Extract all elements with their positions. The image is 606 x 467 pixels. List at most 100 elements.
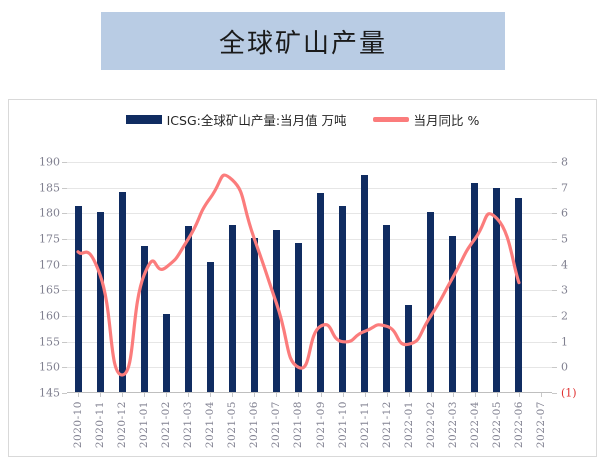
y-axis-right-tick: 6 <box>561 206 568 220</box>
x-axis-tickmark <box>298 393 300 397</box>
y-axis-right-tick: 5 <box>561 232 568 246</box>
x-axis-tickmark <box>100 393 102 397</box>
x-axis-tickmark <box>364 393 366 397</box>
x-axis-label: 2022-04 <box>468 401 481 449</box>
y-axis-left-tick: 185 <box>39 181 60 195</box>
gridline <box>67 213 552 215</box>
y-axis-left-tick: 155 <box>39 335 60 349</box>
y-axis-left-tick: 145 <box>39 386 60 400</box>
y-axis-left-tick: 180 <box>39 206 60 220</box>
x-axis-tickmark <box>540 393 542 397</box>
bar <box>272 229 280 393</box>
y-axis-right-tick: 3 <box>561 283 568 297</box>
x-axis-label: 2021-06 <box>248 401 261 449</box>
y-axis-left-tick: 190 <box>39 155 60 169</box>
x-axis-tickmark <box>188 393 190 397</box>
x-axis-label: 2021-12 <box>380 401 393 449</box>
x-axis-tickmark <box>122 393 124 397</box>
bar <box>96 211 104 393</box>
y-axis-right-tickmark <box>552 162 557 163</box>
x-axis-label: 2021-03 <box>182 401 195 449</box>
y-axis-left-tickmark <box>62 290 67 292</box>
bar <box>383 225 391 393</box>
y-axis-right-tickmark <box>552 213 557 215</box>
bar <box>184 226 192 393</box>
y-axis-right-tick: (1) <box>561 386 577 400</box>
x-axis-tickmark <box>144 393 146 397</box>
x-axis-tickmark <box>430 393 432 397</box>
x-axis-label: 2021-02 <box>160 401 173 449</box>
x-axis-label: 2021-01 <box>138 401 151 449</box>
x-axis-tickmark <box>78 393 80 397</box>
y-axis-left-tickmark <box>62 341 67 343</box>
x-axis-label: 2022-02 <box>424 401 437 449</box>
bar <box>427 212 435 393</box>
x-axis-label: 2021-05 <box>226 401 239 449</box>
x-axis-tickmark <box>210 393 212 397</box>
gridline <box>67 187 552 189</box>
y-axis-left-tick: 150 <box>39 360 60 374</box>
bar <box>118 191 126 393</box>
y-axis-left-tickmark <box>62 213 67 215</box>
y-axis-right-tick: 7 <box>561 181 568 195</box>
title-banner: 全球矿山产量 <box>101 12 505 70</box>
x-axis-tickmark <box>408 393 410 397</box>
x-axis-tickmark <box>276 393 278 397</box>
x-axis-tickmark <box>386 393 388 397</box>
x-axis-label: 2021-08 <box>292 401 305 449</box>
y-axis-left-tickmark <box>62 264 67 266</box>
bar <box>140 245 148 393</box>
gridline <box>67 162 552 163</box>
bar <box>162 313 170 393</box>
x-axis-label: 2021-10 <box>336 401 349 449</box>
bar <box>74 205 82 393</box>
x-axis-label: 2021-11 <box>358 401 371 449</box>
y-axis-right-tick: 0 <box>561 360 568 374</box>
x-axis-label: 2020-11 <box>94 401 107 449</box>
x-axis-tickmark <box>342 393 344 397</box>
x-axis-tickmark <box>474 393 476 397</box>
x-axis-line <box>67 392 552 393</box>
y-axis-left-tick: 160 <box>39 309 60 323</box>
x-axis-tickmark <box>452 393 454 397</box>
legend-item-bar-series[interactable]: ICSG:全球矿山产量:当月值 万吨 <box>125 110 347 129</box>
y-axis-left-tick: 175 <box>39 232 60 246</box>
chart-legend: ICSG:全球矿山产量:当月值 万吨 当月同比 % <box>9 110 596 129</box>
bar <box>361 174 369 393</box>
x-axis-label: 2022-07 <box>534 401 547 449</box>
bar <box>250 237 258 393</box>
legend-label-line: 当月同比 % <box>413 113 480 128</box>
x-axis-tickmark <box>232 393 234 397</box>
line-swatch-icon <box>372 117 409 122</box>
y-axis-right-tickmark <box>552 316 557 317</box>
bar <box>228 224 236 393</box>
x-axis-tickmark <box>320 393 322 397</box>
y-axis-left-tickmark <box>62 239 67 240</box>
y-axis-left-tick: 165 <box>39 283 60 297</box>
x-axis-tickmark <box>518 393 520 397</box>
bar <box>317 193 325 393</box>
y-axis-left-tickmark <box>62 162 67 163</box>
y-axis-right-tickmark <box>552 341 557 343</box>
y-axis-right-tickmark <box>552 239 557 240</box>
x-axis-tickmark <box>166 393 168 397</box>
x-axis-label: 2022-03 <box>446 401 459 449</box>
x-axis-label: 2022-06 <box>512 401 525 449</box>
y-axis-left-tickmark <box>62 393 67 394</box>
y-axis-left-tickmark <box>62 367 67 369</box>
y-axis-right-tick: 2 <box>561 309 568 323</box>
y-axis-left-tickmark <box>62 187 67 189</box>
bar <box>339 206 347 393</box>
x-axis-label: 2020-12 <box>116 401 129 449</box>
y-axis-right-tickmark <box>552 264 557 266</box>
y-axis-right-tick: 4 <box>561 258 568 272</box>
y-axis-right-tick: 8 <box>561 155 568 169</box>
x-axis-label: 2021-04 <box>204 401 217 449</box>
x-axis-label: 2020-10 <box>72 401 85 449</box>
x-axis-labels: 2020-10 2020-11 2020-12 2021-01 2021-02 2021-… <box>67 393 552 463</box>
x-axis-label: 2022-01 <box>402 401 415 449</box>
chart-card: ICSG:全球矿山产量:当月值 万吨 当月同比 % 145 150 155 160 16… <box>8 99 597 457</box>
legend-label-bar: ICSG:全球矿山产量:当月值 万吨 <box>166 113 347 128</box>
bar-swatch-icon <box>125 115 162 124</box>
legend-item-line-series[interactable]: 当月同比 % <box>372 110 480 129</box>
